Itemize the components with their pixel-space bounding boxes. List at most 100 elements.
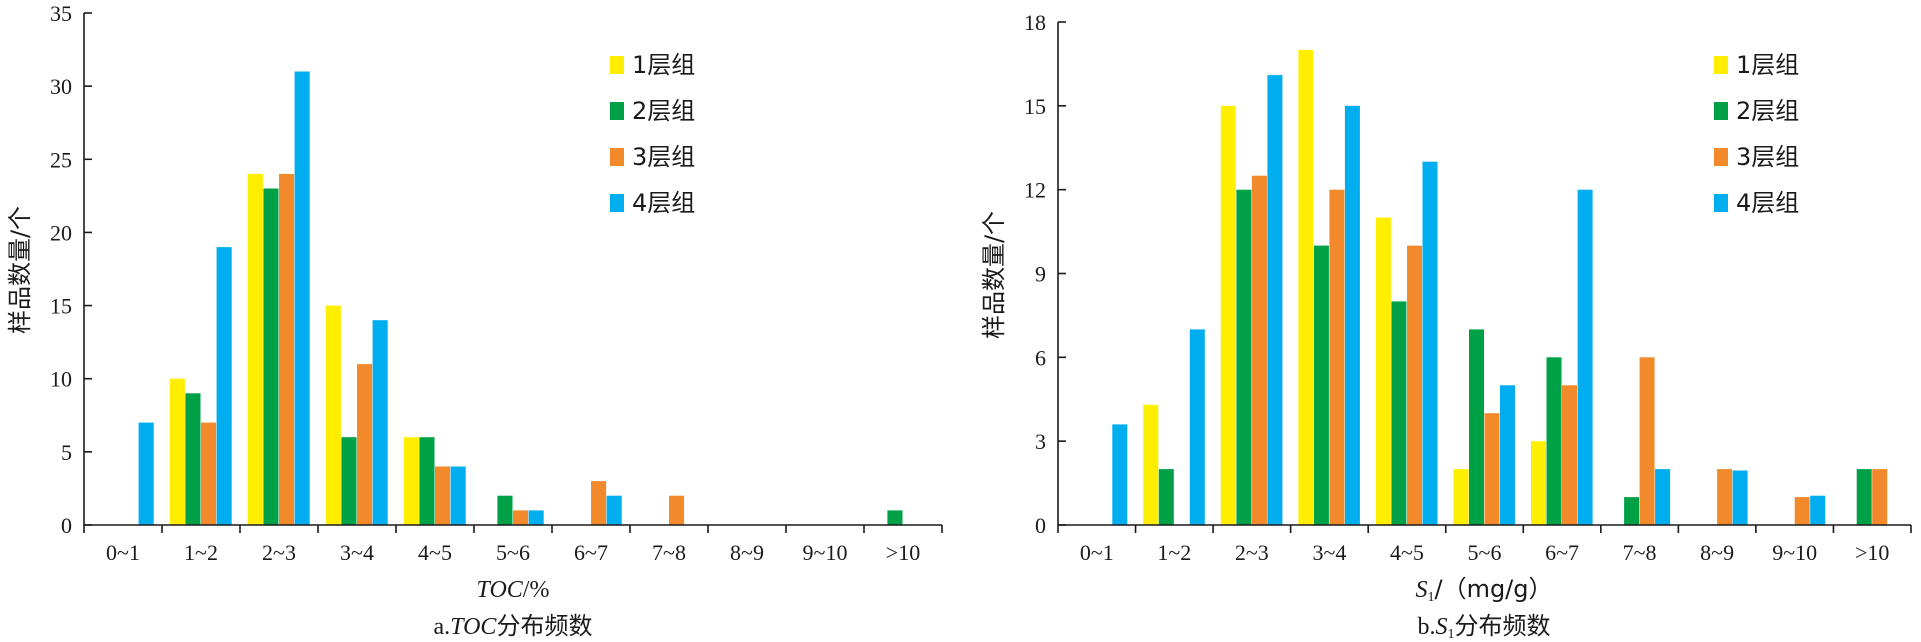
legend: 1层组 2层组 3层组 4层组 <box>1714 51 1799 217</box>
bar-4-6 <box>528 510 544 525</box>
legend-label: 2层组 <box>1736 97 1799 125</box>
bar-3-6 <box>1484 413 1500 525</box>
x-tick-label: 2~3 <box>1235 540 1269 565</box>
bar-1-2 <box>1143 404 1159 525</box>
y-ticks: 0 3 6 9 12 15 18 <box>1024 10 1066 538</box>
bar-4-7 <box>606 495 622 525</box>
bar-1-7 <box>1531 441 1546 525</box>
bar-1-5 <box>403 437 419 525</box>
bar-3-7 <box>1562 385 1577 525</box>
bar-3-11 <box>1872 469 1888 525</box>
y-tick-label: 12 <box>1024 178 1046 203</box>
chart-panel-b: 0 3 6 9 12 15 18 0~1 1~2 2~3 3~4 4~5 5~6 6~7 7~8 8~9 9~… <box>980 10 1912 642</box>
x-tick-label: 4~5 <box>418 540 452 565</box>
bar-4-4 <box>372 320 388 525</box>
bar-2-4 <box>1313 245 1329 525</box>
caption-subscript: 1 <box>1448 627 1455 642</box>
bar-4-1 <box>138 422 154 525</box>
y-tick-label: 0 <box>1035 513 1046 538</box>
caption-suffix: 分布频数 <box>496 612 592 640</box>
y-tick-label: 0 <box>61 513 72 538</box>
bar-2-6 <box>1469 329 1484 525</box>
y-tick-label: 15 <box>1024 94 1046 119</box>
legend-swatch <box>610 102 624 120</box>
bar-2-3 <box>1236 189 1252 525</box>
x-axis-subscript: 1 <box>1427 590 1434 605</box>
x-tick-label: 0~1 <box>106 540 140 565</box>
caption-variable: S <box>1436 614 1448 640</box>
bar-2-3 <box>263 188 279 525</box>
caption-suffix: 分布频数 <box>1455 612 1551 640</box>
legend-swatch <box>610 194 624 212</box>
x-tick-label: 4~5 <box>1390 540 1424 565</box>
panel-caption: a.TOC分布频数 <box>434 612 593 640</box>
legend-swatch <box>1714 148 1728 166</box>
bar-3-10 <box>1794 497 1810 525</box>
y-tick-label: 20 <box>50 220 72 245</box>
bar-4-10 <box>1810 495 1826 525</box>
caption-prefix: a. <box>434 614 451 640</box>
x-tick-label: 6~7 <box>1545 540 1579 565</box>
y-tick-label: 3 <box>1035 429 1046 454</box>
bar-4-6 <box>1500 385 1515 525</box>
bar-3-9 <box>1717 469 1733 525</box>
x-axis-unit: /（mg/g） <box>1434 575 1552 603</box>
x-tick-label: 5~6 <box>496 540 530 565</box>
bar-4-1 <box>1112 424 1128 525</box>
bar-1-3 <box>247 173 263 525</box>
bar-4-9 <box>1732 470 1748 525</box>
y-axis-label: 样品数量/个 <box>6 206 34 334</box>
legend-label: 3层组 <box>1736 143 1799 171</box>
bar-1-3 <box>1220 105 1236 526</box>
legend-swatch <box>1714 194 1728 212</box>
bar-3-7 <box>591 481 607 525</box>
bar-4-5 <box>450 466 466 525</box>
bar-4-4 <box>1344 105 1360 526</box>
legend-swatch <box>1714 56 1728 74</box>
caption-variable: TOC <box>450 614 497 640</box>
panel-caption: b.S1分布频数 <box>1418 612 1551 642</box>
x-tick-label: 9~10 <box>803 540 848 565</box>
y-ticks: 0 5 10 15 20 25 30 35 <box>50 1 92 538</box>
bar-3-4 <box>1329 189 1345 525</box>
bar-2-5 <box>1391 301 1407 525</box>
x-ticks: 0~1 1~2 2~3 3~4 4~5 5~6 6~7 7~8 8~9 9~10 >10 <box>83 525 943 565</box>
x-axis-variable: S <box>1415 577 1427 603</box>
y-tick-label: 9 <box>1035 262 1046 287</box>
legend-swatch <box>610 56 624 74</box>
y-axis-label: 样品数量/个 <box>980 211 1008 339</box>
x-tick-label: 5~6 <box>1468 540 1502 565</box>
bar-4-8 <box>1655 469 1671 525</box>
bar-1-4 <box>1298 49 1314 526</box>
bar-3-6 <box>513 510 529 525</box>
bars-group <box>1112 49 1888 526</box>
bar-4-2 <box>1189 329 1205 525</box>
chart-panel-a: 0 5 10 15 20 25 30 35 0~1 1~2 2~3 3~4 4~5 5~6 6~7 7~8 8… <box>6 1 943 640</box>
bar-3-8 <box>669 495 685 525</box>
x-axis-label: S1/（mg/g） <box>1415 575 1552 605</box>
x-axis-label: TOC/% <box>477 577 550 603</box>
y-tick-label: 35 <box>50 1 72 26</box>
x-tick-label: 2~3 <box>262 540 296 565</box>
bar-3-5 <box>435 466 451 525</box>
x-tick-label: >10 <box>886 540 920 565</box>
bar-4-5 <box>1422 161 1438 525</box>
bar-2-5 <box>419 437 435 525</box>
x-tick-label: 6~7 <box>574 540 608 565</box>
bar-3-8 <box>1639 357 1655 525</box>
bar-1-5 <box>1375 217 1391 525</box>
x-tick-label: 7~8 <box>652 540 686 565</box>
legend: 1层组 2层组 3层组 4层组 <box>610 51 695 217</box>
legend-label: 1层组 <box>1736 51 1799 79</box>
x-tick-label: >10 <box>1855 540 1889 565</box>
x-tick-label: 1~2 <box>1157 540 1191 565</box>
bar-2-6 <box>497 495 513 525</box>
legend-label: 1层组 <box>632 51 695 79</box>
y-tick-label: 15 <box>50 294 72 319</box>
bar-4-2 <box>216 247 232 525</box>
bars-group <box>138 71 903 525</box>
x-tick-label: 3~4 <box>1312 540 1346 565</box>
x-tick-label: 8~9 <box>1700 540 1734 565</box>
x-tick-label: 0~1 <box>1080 540 1114 565</box>
legend-swatch <box>610 148 624 166</box>
